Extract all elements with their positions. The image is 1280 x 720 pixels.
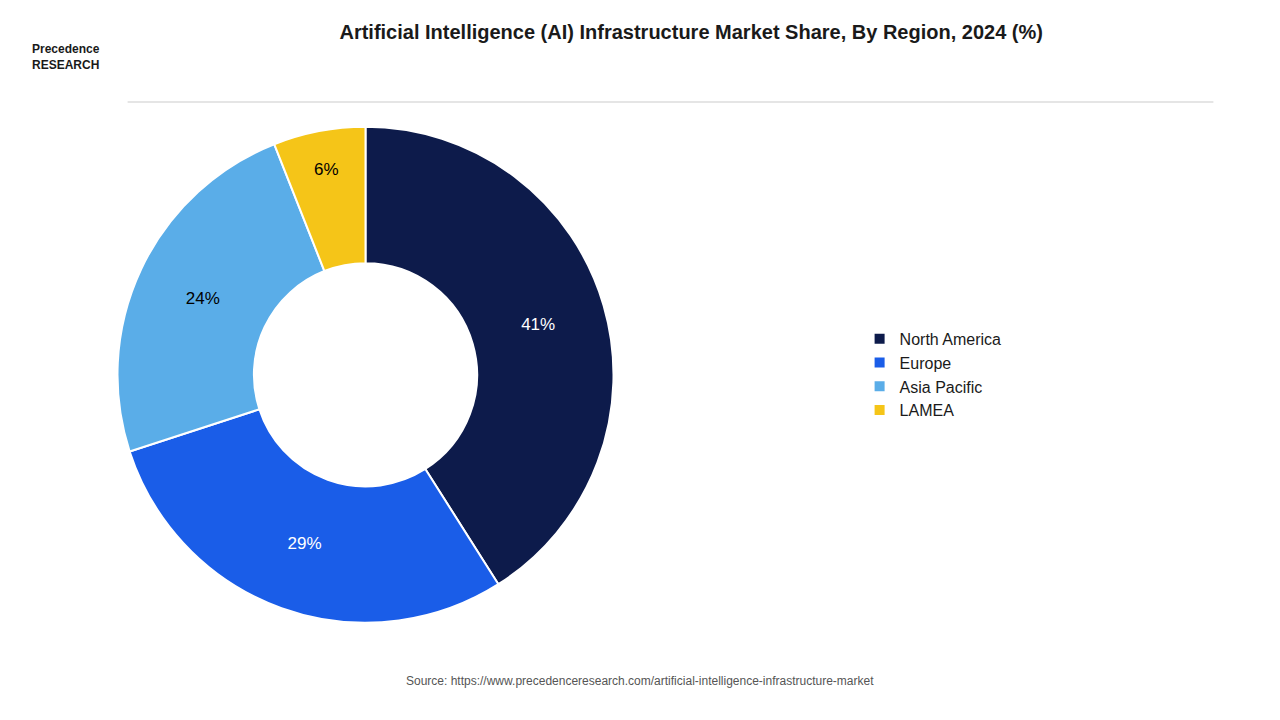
svg-text:24%: 24% [186,289,220,308]
svg-text:41%: 41% [521,315,555,334]
svg-text:North America: North America [900,331,1001,348]
svg-text:Asia Pacific: Asia Pacific [900,379,983,396]
svg-text:LAMEA: LAMEA [900,402,955,419]
svg-text:29%: 29% [288,534,322,553]
svg-text:PrecedenceRESEARCH: PrecedenceRESEARCH [32,42,100,72]
svg-text:Source: https://www.precedence: Source: https://www.precedenceresearch.c… [406,674,874,688]
svg-text:6%: 6% [314,160,339,179]
svg-text:Artificial Intelligence (AI) I: Artificial Intelligence (AI) Infrastruct… [339,21,1043,43]
svg-text:Europe: Europe [900,355,952,372]
